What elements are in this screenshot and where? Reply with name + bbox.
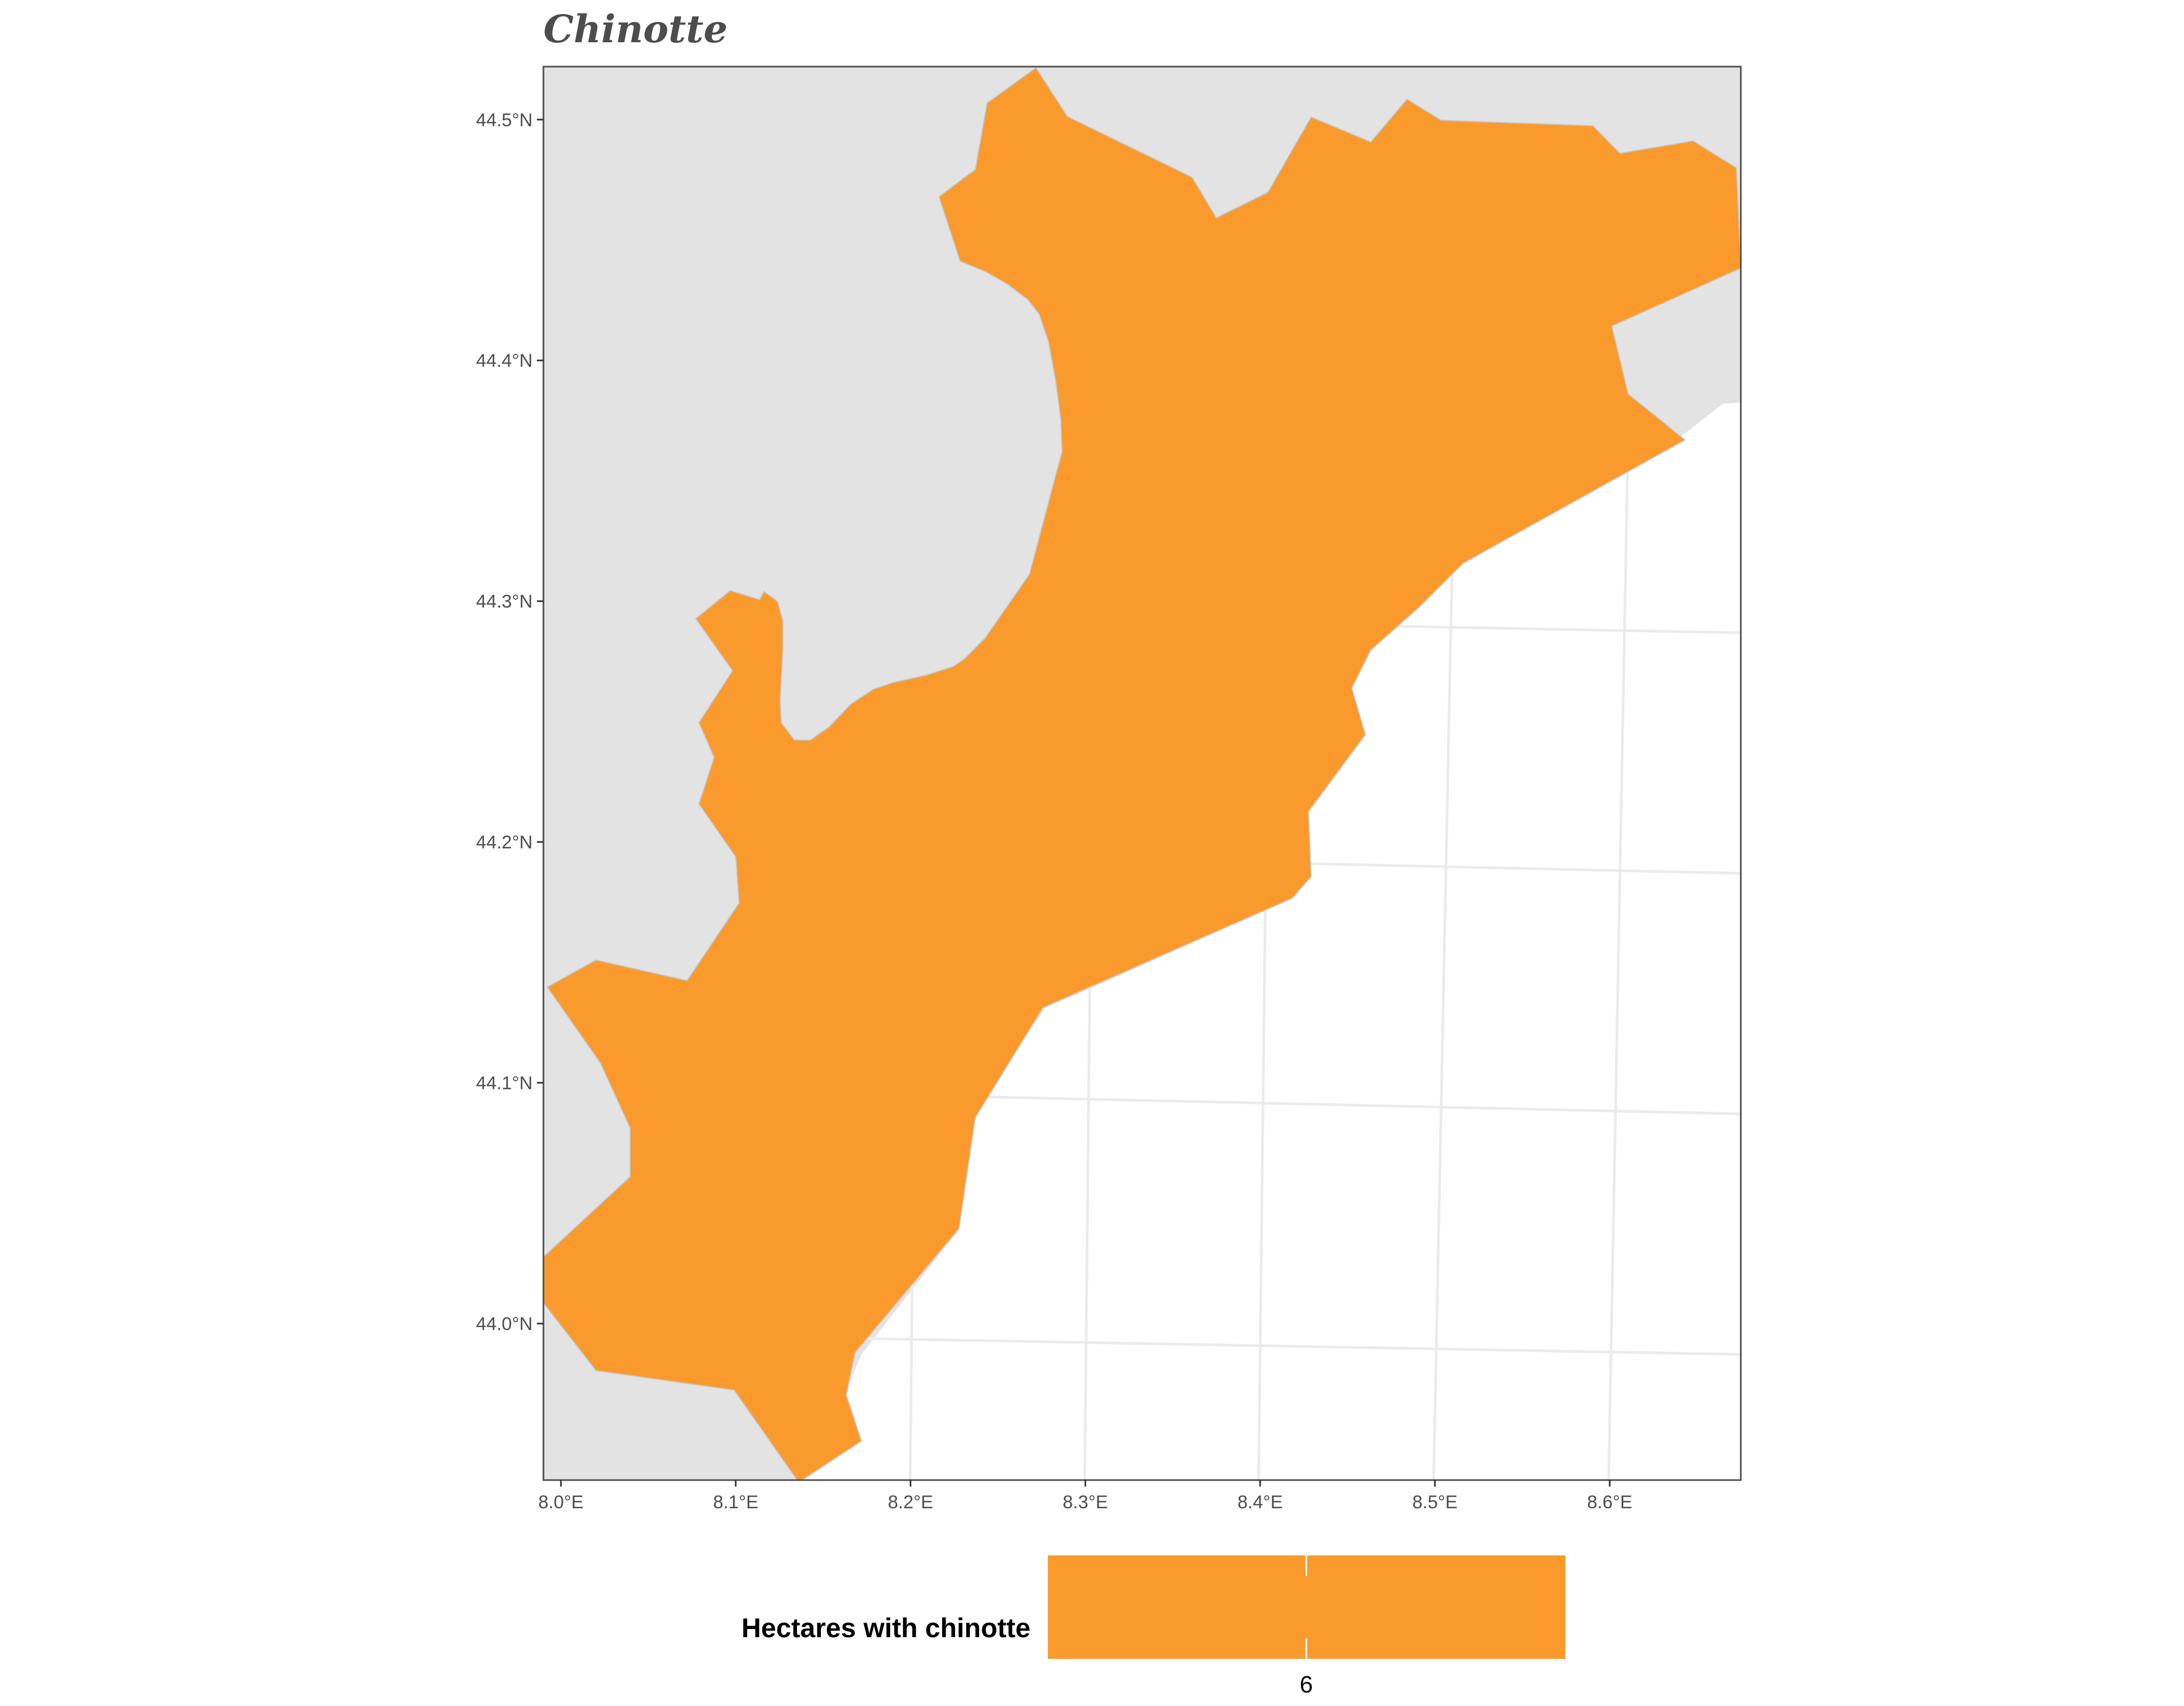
y-tick-label: 44.2°N xyxy=(476,832,533,853)
legend-title: Hectares with chinotte xyxy=(742,1613,1031,1643)
legend: Hectares with chinotte 6 xyxy=(742,1555,1565,1698)
legend-value-label: 6 xyxy=(1300,1671,1313,1698)
map-title: Chinotte xyxy=(543,7,728,51)
y-axis: 44.0°N 44.1°N 44.2°N 44.3°N 44.4°N 44.5°N xyxy=(476,110,543,1334)
sea-area xyxy=(803,403,1741,1480)
map-panel xyxy=(543,67,1741,1480)
y-tick-label: 44.5°N xyxy=(476,110,533,131)
x-tick-label: 8.5°E xyxy=(1412,1492,1458,1513)
y-tick-label: 44.1°N xyxy=(476,1073,533,1094)
x-tick-label: 8.4°E xyxy=(1237,1492,1283,1513)
graticule-line-lat-44.2 xyxy=(1305,862,1741,875)
graticule-line-lon-8.4 xyxy=(1257,877,1267,1480)
graticule-line-lat-44.3 xyxy=(1370,624,1741,634)
x-tick-label: 8.0°E xyxy=(538,1492,584,1513)
graticule-line-lon-8.3 xyxy=(1083,953,1092,1480)
panel-border xyxy=(542,66,1742,1481)
graticule-line-lat-44.1 xyxy=(969,1095,1741,1115)
y-tick-label: 44.0°N xyxy=(476,1314,533,1334)
y-tick-label: 44.4°N xyxy=(476,351,533,371)
graticule-line-lat-44.0 xyxy=(845,1337,1741,1356)
y-tick-label: 44.3°N xyxy=(476,592,533,612)
x-tick-label: 8.6°E xyxy=(1587,1492,1632,1513)
graticule-line-lon-8.5 xyxy=(1432,568,1454,1480)
x-tick-label: 8.2°E xyxy=(888,1492,934,1513)
x-tick-label: 8.1°E xyxy=(713,1492,759,1513)
x-tick-label: 8.3°E xyxy=(1062,1492,1108,1513)
graticule-line-lon-8.6 xyxy=(1607,465,1629,1480)
region-polygon xyxy=(543,67,1741,1480)
x-axis: 8.0°E 8.1°E 8.2°E 8.3°E 8.4°E 8.5°E 8.6°E xyxy=(538,1480,1632,1513)
